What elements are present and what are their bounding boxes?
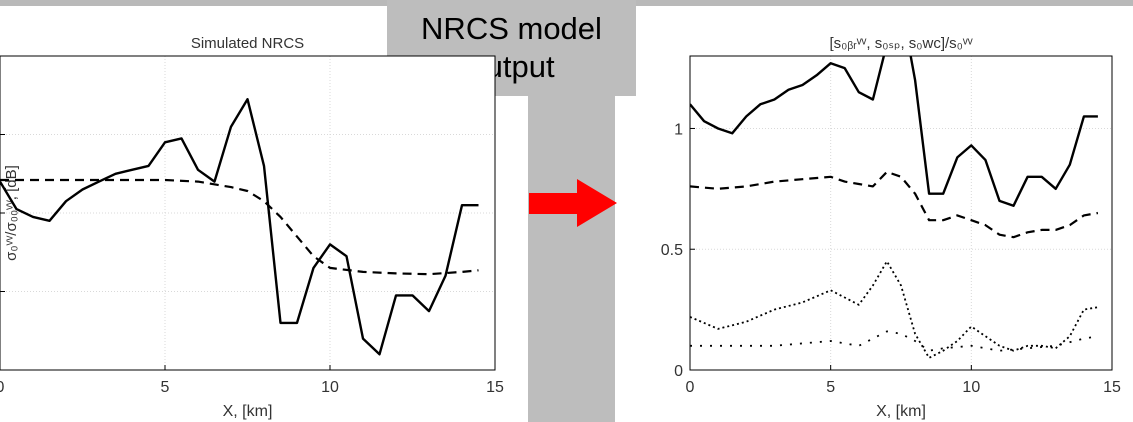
x-tick-label: 0 (0, 379, 5, 396)
plot-frame (689, 55, 1113, 371)
y-tick-label: 0 (674, 363, 683, 380)
x-tick-label: 10 (321, 379, 339, 396)
x-tick-label: 10 (962, 379, 980, 396)
y-tick-label: 1 (674, 121, 683, 138)
series-line-dashed (0, 178, 479, 276)
series-line-solid (690, 56, 1098, 208)
series-line-dotted (690, 260, 1099, 359)
x-tick-label: 15 (486, 379, 504, 396)
plot-frame (0, 55, 496, 371)
plot-area (690, 56, 1112, 370)
x-tick-label: 0 (686, 379, 695, 396)
x-axis-label: X, [km] (223, 403, 273, 420)
y-tick-label: 0.5 (661, 242, 683, 259)
series-line-dashed (690, 170, 1099, 239)
banner-line-1: NRCS model (421, 11, 602, 46)
right-arrow-icon (529, 179, 617, 227)
chart-title: Simulated NRCS (191, 35, 304, 52)
series-line-solid (0, 97, 479, 356)
y-axis-label: σ₀ᵛᵛ/σ₀₀ᵛᵛ, [dB] (3, 165, 20, 261)
x-tick-label: 5 (161, 379, 170, 396)
x-tick-label: 5 (826, 379, 835, 396)
banner-stem (528, 96, 615, 422)
x-axis-label: X, [km] (876, 403, 926, 420)
x-tick-label: 15 (1103, 379, 1121, 396)
chart-title: [s₀ᵦᵣᵛᵛ, s₀ₛₚ, s₀wc]/s₀ᵛᵛ (829, 35, 972, 52)
chart-component-ratios: 0 5 10 15 0 0.5 1 [s₀ᵦᵣᵛᵛ, s₀ₛₚ, s₀wc]/s₀ᵛᵛ X, [… (661, 35, 1121, 420)
plot-area (0, 56, 495, 370)
